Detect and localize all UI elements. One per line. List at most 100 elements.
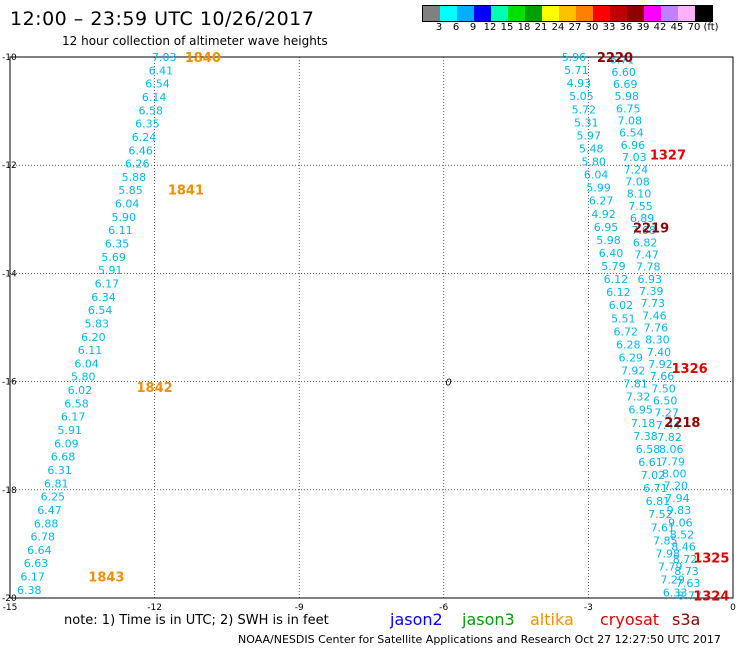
color-swatch — [440, 6, 457, 21]
color-tick-label: 15 — [500, 22, 514, 33]
map-frame — [9, 56, 734, 599]
color-swatch — [644, 6, 661, 21]
x-tick-label: -6 — [439, 603, 448, 613]
middle-pass-swh-value: 6.72 — [614, 325, 639, 338]
x-tick-label: -12 — [147, 603, 162, 613]
middle-pass-swh-value: 7.32 — [626, 391, 651, 404]
left-pass-swh-value: 6.35 — [105, 238, 130, 251]
middle-pass-swh-value: 6.81 — [646, 495, 671, 508]
middle-pass-swh-value: 5.05 — [569, 90, 594, 103]
footer-note: note: 1) Time is in UTC; 2) SWH is in fe… — [64, 613, 329, 628]
right-pass-swh-value: 7.44 — [656, 419, 681, 432]
satellite-label-cryosat: cryosat — [600, 610, 660, 629]
left-pass-swh-value: 5.83 — [85, 317, 110, 330]
pass-time-label: 1327 — [650, 148, 686, 163]
satellite-label-jason3: jason3 — [462, 610, 515, 629]
left-pass-swh-value: 5.85 — [118, 184, 143, 197]
y-tick-label: -10 — [2, 53, 17, 63]
color-swatch — [661, 6, 678, 21]
y-tick-label: -20 — [2, 594, 17, 604]
middle-pass-swh-value: 7.61 — [651, 521, 676, 534]
middle-pass-swh-value: 7.02 — [641, 469, 666, 482]
left-pass-swh-value: 6.14 — [142, 91, 167, 104]
pass-time-label: 1326 — [672, 362, 708, 377]
middle-pass-swh-value: 6.95 — [628, 404, 653, 417]
color-tick-label: 24 — [551, 22, 565, 33]
chart-title: 12:00 – 23:59 UTC 10/26/2017 — [10, 8, 315, 30]
y-tick-label: -14 — [2, 269, 17, 279]
left-pass-swh-value: 6.11 — [78, 344, 103, 357]
right-pass-swh-value: 7.92 — [648, 358, 673, 371]
left-pass-swh-value: 6.78 — [31, 531, 56, 544]
middle-pass-swh-value: 5.51 — [611, 312, 636, 325]
color-swatch — [678, 6, 695, 21]
satellite-label-s3a: s3a — [672, 610, 701, 629]
left-pass-swh-value: 5.91 — [98, 264, 123, 277]
pass-time-label: 1840 — [185, 51, 221, 66]
color-tick-label: 18 — [517, 22, 531, 33]
right-pass-swh-value: 7.47 — [634, 248, 659, 261]
color-swatch — [576, 6, 593, 21]
middle-pass-swh-value: 4.92 — [591, 208, 616, 221]
left-pass-swh-value: 7.03 — [152, 51, 177, 64]
right-pass-swh-value: 7.79 — [661, 455, 686, 468]
color-tick-label: 27 — [568, 22, 582, 33]
color-tick-label: 45 — [670, 22, 684, 33]
color-tick-label: 12 — [483, 22, 497, 33]
right-pass-swh-value: 7.27 — [654, 407, 679, 420]
right-pass-swh-value: 7.55 — [628, 200, 653, 213]
right-pass-swh-value: 7.78 — [636, 261, 661, 274]
right-pass-swh-value: 6.96 — [621, 139, 646, 152]
right-pass-swh-value: 6.71 — [610, 54, 635, 67]
color-tick-label: 36 — [619, 22, 633, 33]
right-pass-swh-value: 7.39 — [639, 285, 664, 298]
middle-pass-swh-value: 5.79 — [601, 260, 626, 273]
right-pass-swh-value: 7.24 — [624, 163, 649, 176]
right-pass-swh-value: 7.82 — [657, 431, 682, 444]
middle-pass-swh-value: 6.29 — [618, 351, 643, 364]
right-pass-swh-value: 6.82 — [633, 236, 658, 249]
color-tick-label: 39 — [636, 22, 650, 33]
right-pass-swh-value: 6.54 — [619, 127, 644, 140]
right-pass-swh-value: 9.06 — [668, 516, 693, 529]
right-pass-swh-value: 7.03 — [622, 151, 647, 164]
color-swatch — [610, 6, 627, 21]
middle-pass-swh-value: 5.80 — [581, 156, 606, 169]
middle-pass-swh-value: 6.12 — [604, 273, 629, 286]
left-pass-swh-value: 6.35 — [135, 118, 160, 131]
right-pass-swh-value: 8.73 — [674, 565, 699, 578]
color-swatch — [593, 6, 610, 21]
right-pass-swh-value: 7.66 — [650, 370, 675, 383]
left-pass-swh-value: 6.47 — [37, 504, 62, 517]
color-tick-label: 3 — [435, 22, 443, 33]
middle-pass-swh-value: 7.29 — [660, 574, 685, 587]
middle-pass-swh-value: 6.02 — [609, 299, 634, 312]
right-pass-swh-value: 7.76 — [644, 322, 669, 335]
middle-pass-swh-value: 6.12 — [606, 286, 631, 299]
middle-pass-swh-value: 5.31 — [574, 116, 599, 129]
right-pass-swh-value: 8.30 — [645, 334, 670, 347]
left-pass-swh-value: 6.58 — [64, 397, 89, 410]
middle-pass-swh-value: 5.71 — [564, 64, 589, 77]
pass-time-label: 2219 — [633, 221, 669, 236]
left-pass-swh-value: 6.34 — [91, 291, 116, 304]
left-pass-swh-value: 5.90 — [112, 211, 137, 224]
color-tick-label: 42 — [653, 22, 667, 33]
center-marker: 0 — [445, 378, 451, 389]
color-swatch — [491, 6, 508, 21]
color-tick-label: 6 — [452, 22, 460, 33]
y-tick-label: -18 — [2, 486, 17, 496]
left-pass-swh-value: 6.54 — [88, 304, 113, 317]
satellite-label-jason2: jason2 — [390, 610, 443, 629]
pass-time-label: 1841 — [168, 184, 204, 199]
right-pass-swh-value: 7.20 — [664, 480, 689, 493]
y-tick-label: -12 — [2, 161, 17, 171]
left-pass-swh-value: 6.88 — [34, 517, 59, 530]
middle-pass-swh-value: 6.40 — [599, 247, 624, 260]
color-swatch — [508, 6, 525, 21]
right-pass-swh-value: 6.69 — [613, 78, 638, 91]
middle-pass-swh-value: 6.04 — [584, 169, 609, 182]
middle-pass-swh-value: 5.48 — [579, 142, 604, 155]
right-pass-swh-value: 6.50 — [653, 395, 678, 408]
